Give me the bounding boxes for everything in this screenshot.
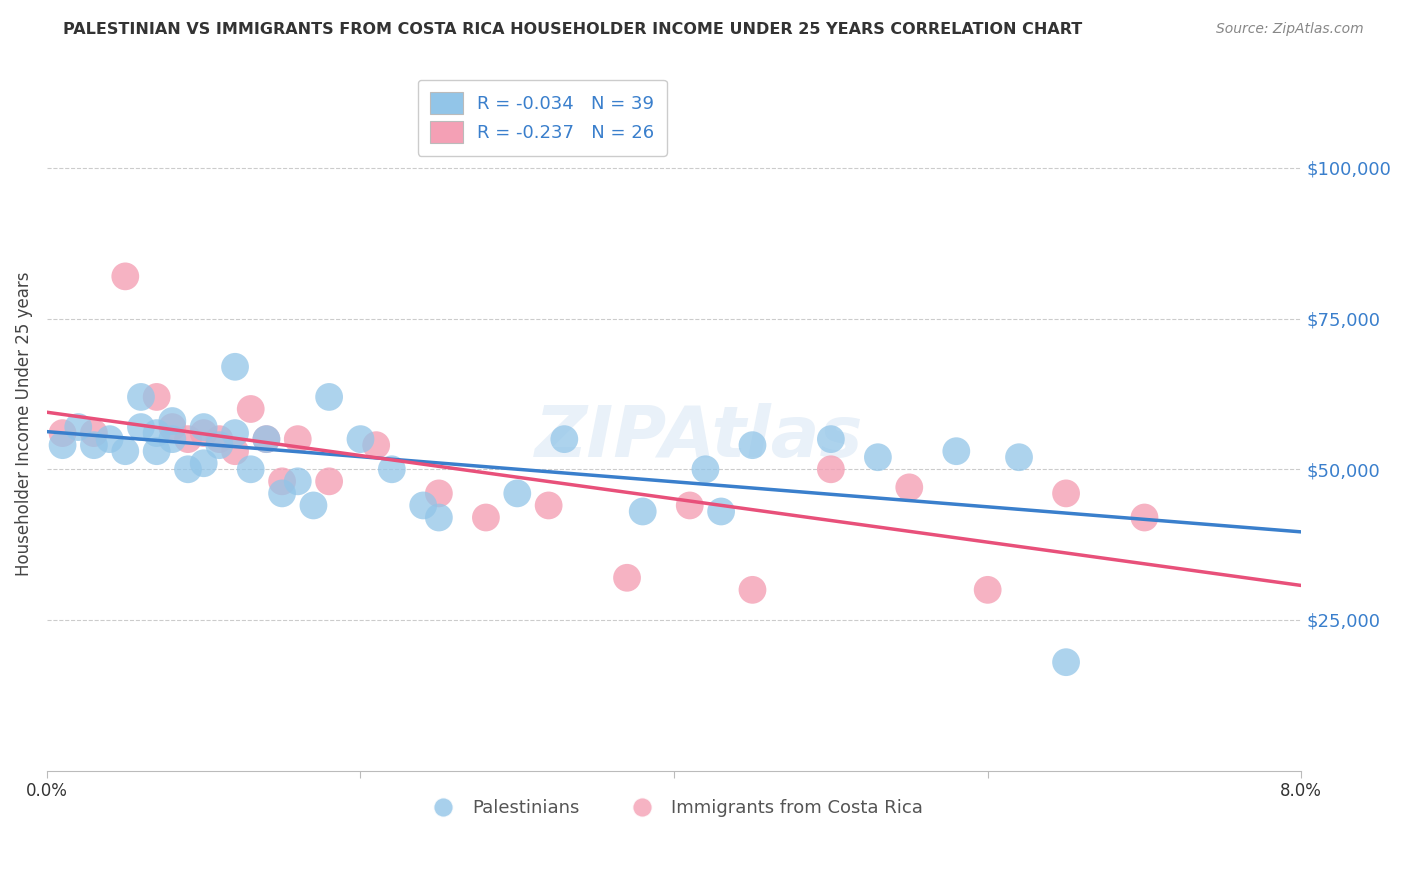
Point	[287, 432, 309, 446]
Point	[224, 426, 246, 441]
Point	[162, 420, 184, 434]
Point	[52, 438, 75, 452]
Point	[866, 450, 889, 465]
Point	[83, 426, 105, 441]
Point	[820, 462, 842, 476]
Point	[1054, 486, 1077, 500]
Point	[239, 402, 262, 417]
Point	[224, 359, 246, 374]
Point	[114, 444, 136, 458]
Point	[254, 432, 277, 446]
Point	[318, 475, 340, 489]
Point	[976, 582, 998, 597]
Point	[506, 486, 529, 500]
Point	[224, 444, 246, 458]
Point	[366, 438, 388, 452]
Point	[129, 420, 152, 434]
Legend: Palestinians, Immigrants from Costa Rica: Palestinians, Immigrants from Costa Rica	[418, 791, 931, 824]
Point	[412, 499, 434, 513]
Point	[271, 475, 294, 489]
Point	[710, 504, 733, 518]
Point	[427, 510, 450, 524]
Point	[52, 426, 75, 441]
Point	[67, 420, 90, 434]
Point	[114, 269, 136, 284]
Point	[193, 426, 215, 441]
Point	[129, 390, 152, 404]
Y-axis label: Householder Income Under 25 years: Householder Income Under 25 years	[15, 272, 32, 576]
Point	[239, 462, 262, 476]
Point	[145, 444, 167, 458]
Point	[898, 480, 921, 494]
Point	[695, 462, 717, 476]
Text: PALESTINIAN VS IMMIGRANTS FROM COSTA RICA HOUSEHOLDER INCOME UNDER 25 YEARS CORR: PALESTINIAN VS IMMIGRANTS FROM COSTA RIC…	[63, 22, 1083, 37]
Point	[1133, 510, 1156, 524]
Point	[287, 475, 309, 489]
Point	[193, 420, 215, 434]
Point	[381, 462, 404, 476]
Text: ZIPAtlas: ZIPAtlas	[534, 403, 863, 473]
Point	[177, 432, 200, 446]
Point	[475, 510, 498, 524]
Point	[631, 504, 654, 518]
Point	[427, 486, 450, 500]
Point	[318, 390, 340, 404]
Point	[208, 432, 231, 446]
Point	[162, 432, 184, 446]
Point	[177, 462, 200, 476]
Point	[145, 426, 167, 441]
Point	[193, 456, 215, 470]
Point	[945, 444, 967, 458]
Point	[145, 390, 167, 404]
Point	[820, 432, 842, 446]
Point	[741, 582, 763, 597]
Point	[1054, 655, 1077, 669]
Point	[537, 499, 560, 513]
Point	[553, 432, 575, 446]
Point	[254, 432, 277, 446]
Point	[616, 571, 638, 585]
Point	[302, 499, 325, 513]
Point	[679, 499, 702, 513]
Point	[83, 438, 105, 452]
Point	[162, 414, 184, 428]
Point	[98, 432, 121, 446]
Point	[208, 438, 231, 452]
Point	[1008, 450, 1031, 465]
Point	[741, 438, 763, 452]
Text: Source: ZipAtlas.com: Source: ZipAtlas.com	[1216, 22, 1364, 37]
Point	[271, 486, 294, 500]
Point	[349, 432, 371, 446]
